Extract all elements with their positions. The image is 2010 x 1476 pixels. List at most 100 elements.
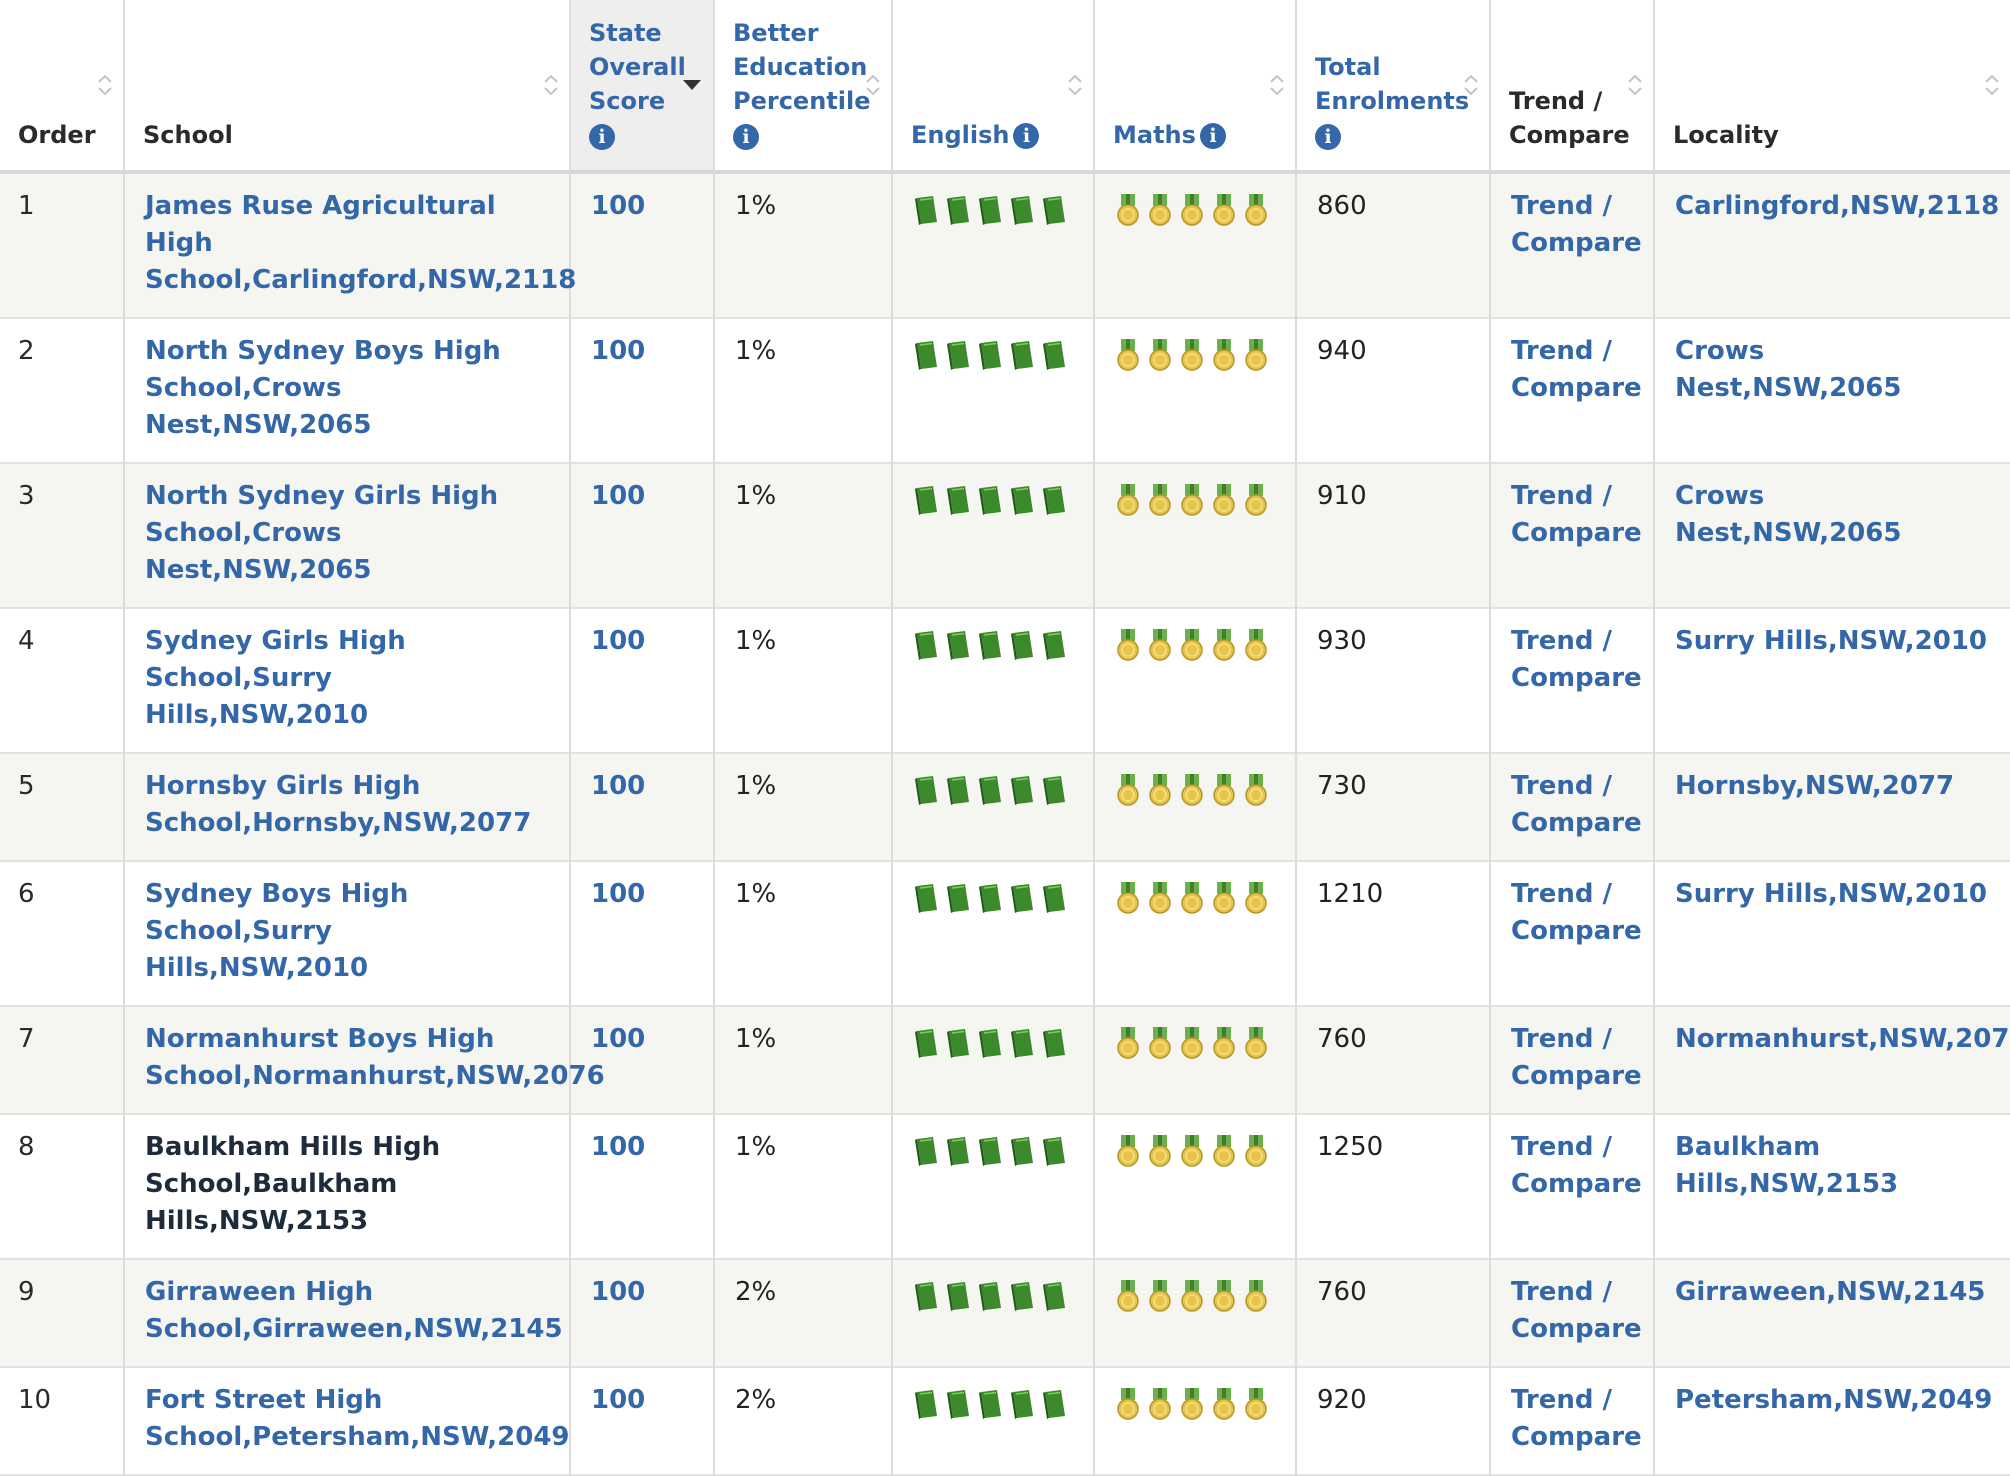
sort-arrows-icon[interactable] bbox=[865, 70, 881, 100]
school-link[interactable]: North Sydney Boys High School,Crows Nest,… bbox=[145, 336, 501, 440]
trend-compare-link[interactable]: Trend / Compare bbox=[1511, 481, 1642, 548]
info-icon[interactable]: i bbox=[589, 124, 615, 150]
sort-arrows-icon[interactable] bbox=[1627, 70, 1643, 100]
locality-link[interactable]: Crows Nest,NSW,2065 bbox=[1675, 336, 1901, 403]
book-icon bbox=[913, 1135, 939, 1178]
sort-arrows-icon[interactable] bbox=[1269, 70, 1285, 100]
medal-icon bbox=[1179, 339, 1205, 384]
trend-compare-link[interactable]: Trend / Compare bbox=[1511, 626, 1642, 693]
school-cell: Normanhurst Boys High School,Normanhurst,… bbox=[124, 1006, 605, 1114]
header-trend-line1: Trend / bbox=[1509, 87, 1603, 115]
locality-link[interactable]: Surry Hills,NSW,2010 bbox=[1675, 879, 1987, 909]
school-cell: James Ruse Agricultural High School,Carli… bbox=[124, 172, 576, 318]
school-link[interactable]: Baulkham Hills High School,Baulkham Hills,… bbox=[145, 1132, 440, 1236]
school-name-line1: Sydney Boys High School,Surry bbox=[145, 879, 409, 946]
school-link[interactable]: James Ruse Agricultural High School,Carli… bbox=[145, 191, 576, 295]
book-icon bbox=[1009, 194, 1035, 237]
english-rating-cell bbox=[892, 608, 1095, 753]
locality-link[interactable]: Crows Nest,NSW,2065 bbox=[1675, 481, 1901, 548]
info-icon[interactable]: i bbox=[1315, 124, 1341, 150]
locality-link[interactable]: Petersham,NSW,2049 bbox=[1675, 1385, 1992, 1415]
school-name-line1: James Ruse Agricultural High bbox=[145, 191, 496, 258]
info-icon[interactable]: i bbox=[1013, 123, 1040, 149]
header-school[interactable]: School bbox=[124, 0, 571, 174]
table-row: 2 North Sydney Boys High School,Crows Nest… bbox=[0, 318, 2010, 463]
school-name-line2: Hills,NSW,2010 bbox=[145, 953, 369, 983]
sort-arrows-icon[interactable] bbox=[543, 70, 559, 100]
medal-icon bbox=[1147, 194, 1173, 239]
maths-rating-cell bbox=[1094, 1367, 1297, 1475]
trend-compare-link[interactable]: Trend / Compare bbox=[1511, 191, 1642, 258]
sort-arrows-icon[interactable] bbox=[1984, 70, 2000, 100]
table-row: 4 Sydney Girls High School,Surry Hills,NSW… bbox=[0, 608, 2010, 753]
medal-icon bbox=[1179, 484, 1205, 529]
info-icon[interactable]: i bbox=[733, 124, 759, 150]
medal-icon bbox=[1243, 1388, 1269, 1433]
enrolments-cell: 760 bbox=[1296, 1006, 1491, 1114]
enrolments-cell: 860 bbox=[1296, 172, 1491, 318]
trend-compare-link[interactable]: Trend / Compare bbox=[1511, 336, 1642, 403]
enrolments-cell: 910 bbox=[1296, 463, 1491, 608]
school-link[interactable]: Hornsby Girls High School,Hornsby,NSW,207… bbox=[145, 771, 531, 838]
school-link[interactable]: Sydney Girls High School,Surry Hills,NSW,… bbox=[145, 626, 406, 730]
school-link[interactable]: Sydney Boys High School,Surry Hills,NSW,2… bbox=[145, 879, 408, 983]
book-icon bbox=[945, 484, 971, 527]
medal-icon bbox=[1115, 1027, 1141, 1072]
trend-compare-link[interactable]: Trend / Compare bbox=[1511, 771, 1642, 838]
school-link[interactable]: North Sydney Girls High School,Crows Nest… bbox=[145, 481, 498, 585]
enrolments-cell: 730 bbox=[1296, 753, 1491, 861]
book-icon bbox=[977, 1280, 1003, 1323]
locality-link[interactable]: Baulkham Hills,NSW,2153 bbox=[1675, 1132, 1898, 1199]
trend-compare-link[interactable]: Trend / Compare bbox=[1511, 1385, 1642, 1452]
header-maths[interactable]: Maths i bbox=[1094, 0, 1297, 174]
school-link[interactable]: Normanhurst Boys High School,Normanhurst,… bbox=[145, 1024, 605, 1091]
medal-icon bbox=[1243, 1280, 1269, 1325]
table-body: 1 James Ruse Agricultural High School,Carl… bbox=[0, 172, 2010, 1475]
medal-icon bbox=[1147, 484, 1173, 529]
header-better-education-percentile[interactable]: Better Education Percentile i bbox=[714, 0, 893, 174]
score-cell: 100 bbox=[570, 463, 715, 608]
book-icon bbox=[1041, 484, 1067, 527]
locality-link[interactable]: Carlingford,NSW,2118 bbox=[1675, 191, 1999, 221]
sort-desc-icon[interactable] bbox=[683, 80, 701, 90]
school-link[interactable]: Girraween High School,Girraween,NSW,2145 bbox=[145, 1277, 563, 1344]
sort-arrows-icon[interactable] bbox=[97, 70, 113, 100]
medal-icon bbox=[1243, 1027, 1269, 1072]
school-link[interactable]: Fort Street High School,Petersham,NSW,204… bbox=[145, 1385, 570, 1452]
trend-compare-link[interactable]: Trend / Compare bbox=[1511, 1024, 1642, 1091]
trend-compare-link[interactable]: Trend / Compare bbox=[1511, 1132, 1642, 1199]
info-icon[interactable]: i bbox=[1199, 123, 1226, 149]
english-rating-cell bbox=[892, 1259, 1095, 1367]
sort-arrows-icon[interactable] bbox=[1463, 70, 1479, 100]
trend-cell: Trend / Compare bbox=[1490, 318, 1655, 463]
locality-link[interactable]: Surry Hills,NSW,2010 bbox=[1675, 626, 1987, 656]
book-icon bbox=[945, 774, 971, 817]
medal-icon bbox=[1211, 774, 1237, 819]
medal-icon bbox=[1243, 774, 1269, 819]
header-english[interactable]: English i bbox=[892, 0, 1095, 174]
locality-link[interactable]: Hornsby,NSW,2077 bbox=[1675, 771, 1954, 801]
medal-icon bbox=[1179, 1280, 1205, 1325]
locality-link[interactable]: Girraween,NSW,2145 bbox=[1675, 1277, 1985, 1307]
english-rating bbox=[913, 774, 1073, 817]
trend-line2: Compare bbox=[1511, 518, 1642, 548]
header-state-overall-score[interactable]: State Overall Score i bbox=[570, 0, 715, 174]
locality-line1: Baulkham bbox=[1675, 1132, 1821, 1162]
header-score-line1: State bbox=[589, 19, 662, 47]
trend-compare-link[interactable]: Trend / Compare bbox=[1511, 1277, 1642, 1344]
header-total-enrolments[interactable]: Total Enrolments i bbox=[1296, 0, 1491, 174]
header-order-label: Order bbox=[18, 121, 96, 149]
sort-arrows-icon[interactable] bbox=[1067, 70, 1083, 100]
trend-compare-link[interactable]: Trend / Compare bbox=[1511, 879, 1642, 946]
header-locality[interactable]: Locality bbox=[1654, 0, 2010, 174]
medal-icon bbox=[1243, 629, 1269, 674]
book-icon bbox=[913, 774, 939, 817]
percentile-cell: 1% bbox=[714, 1006, 893, 1114]
english-rating bbox=[913, 194, 1073, 237]
order-cell: 1 bbox=[0, 172, 125, 318]
header-order[interactable]: Order bbox=[0, 0, 125, 174]
school-name-line1: Girraween High bbox=[145, 1277, 374, 1307]
header-trend-compare[interactable]: Trend / Compare bbox=[1490, 0, 1655, 174]
locality-link[interactable]: Normanhurst,NSW,2076 bbox=[1675, 1024, 2010, 1054]
